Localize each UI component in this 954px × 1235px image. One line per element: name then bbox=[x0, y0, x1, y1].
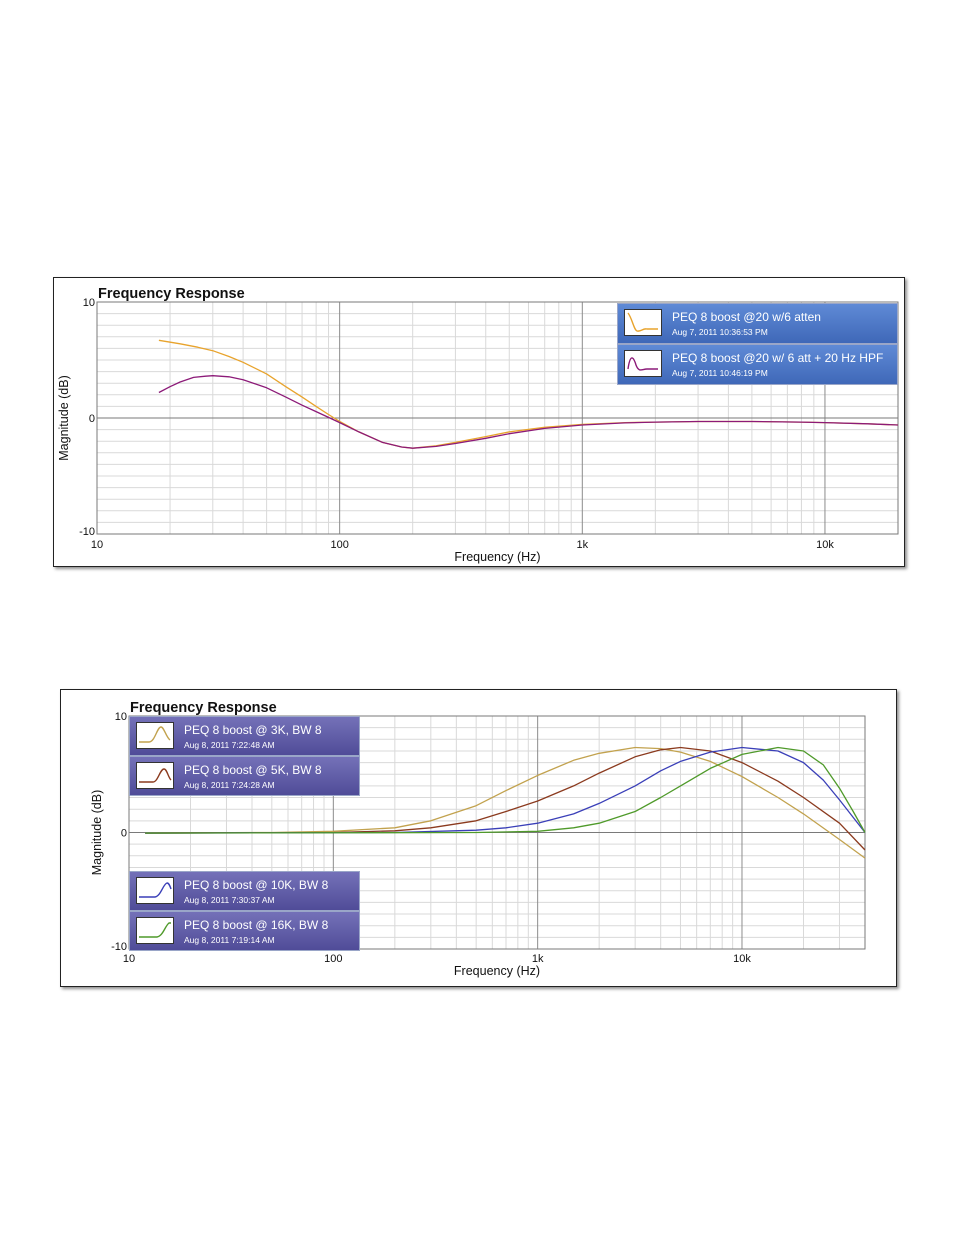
legend-series-date: Aug 8, 2011 7:22:48 AM bbox=[184, 740, 275, 750]
legend-series-date: Aug 8, 2011 7:30:37 AM bbox=[184, 895, 275, 905]
legend-series-date: Aug 7, 2011 10:36:53 PM bbox=[672, 327, 768, 337]
x-tick-label: 10k bbox=[733, 953, 751, 965]
x-tick-label: 10k bbox=[816, 539, 834, 551]
series-line-4 bbox=[145, 746, 866, 834]
legend-series-name: PEQ 8 boost @20 w/ 6 att + 20 Hz HPF bbox=[672, 351, 884, 365]
curve-thumbnail-icon bbox=[136, 722, 174, 749]
y-axis-label: Magnitude (dB) bbox=[90, 790, 104, 875]
frequency-response-panel-1: Frequency Response 10 0 -10 10 100 1k 10k Freque… bbox=[53, 277, 905, 567]
legend-entry-1-2[interactable]: PEQ 8 boost @20 w/ 6 att + 20 Hz HPF Aug… bbox=[617, 344, 898, 385]
y-tick-label: -10 bbox=[111, 941, 127, 953]
legend-series-name: PEQ 8 boost @ 10K, BW 8 bbox=[184, 878, 329, 892]
series-line-2 bbox=[145, 746, 866, 851]
legend-entry-2-3[interactable]: PEQ 8 boost @ 10K, BW 8 Aug 8, 2011 7:30… bbox=[129, 871, 360, 911]
legend-entry-2-1[interactable]: PEQ 8 boost @ 3K, BW 8 Aug 8, 2011 7:22:… bbox=[129, 716, 360, 756]
x-tick-label: 10 bbox=[91, 539, 103, 551]
series-line-2 bbox=[158, 375, 899, 449]
x-tick-label: 1k bbox=[532, 953, 544, 965]
y-tick-label: -10 bbox=[79, 526, 95, 538]
legend-series-name: PEQ 8 boost @20 w/6 atten bbox=[672, 310, 821, 324]
y-tick-label: 10 bbox=[115, 711, 127, 723]
y-tick-label: 10 bbox=[83, 297, 95, 309]
frequency-response-panel-2: Frequency Response 10 0 -10 10 100 1k 10k Freque… bbox=[60, 689, 897, 987]
curve-thumbnail-icon bbox=[136, 877, 174, 904]
x-axis-label: Frequency (Hz) bbox=[454, 550, 540, 564]
legend-series-date: Aug 8, 2011 7:24:28 AM bbox=[184, 780, 275, 790]
legend-series-name: PEQ 8 boost @ 16K, BW 8 bbox=[184, 918, 329, 932]
legend-entry-1-1[interactable]: PEQ 8 boost @20 w/6 atten Aug 7, 2011 10… bbox=[617, 303, 898, 344]
curve-thumbnail-icon bbox=[136, 762, 174, 789]
x-tick-label: 10 bbox=[123, 953, 135, 965]
legend-series-name: PEQ 8 boost @ 3K, BW 8 bbox=[184, 723, 322, 737]
legend-series-name: PEQ 8 boost @ 5K, BW 8 bbox=[184, 763, 322, 777]
legend-entry-2-2[interactable]: PEQ 8 boost @ 5K, BW 8 Aug 8, 2011 7:24:… bbox=[129, 756, 360, 796]
plot-frame bbox=[96, 301, 899, 535]
x-tick-label: 100 bbox=[330, 539, 348, 551]
x-axis-label: Frequency (Hz) bbox=[454, 964, 540, 978]
x-tick-label: 1k bbox=[576, 539, 588, 551]
y-axis-label: Magnitude (dB) bbox=[57, 375, 71, 460]
y-tick-label: 0 bbox=[89, 413, 95, 425]
curve-thumbnail-icon bbox=[624, 309, 662, 336]
chart-title: Frequency Response bbox=[130, 700, 277, 716]
x-tick-label: 100 bbox=[324, 953, 342, 965]
chart-title: Frequency Response bbox=[98, 286, 245, 302]
series-line-1 bbox=[145, 746, 866, 859]
legend-series-date: Aug 7, 2011 10:46:19 PM bbox=[672, 368, 768, 378]
curve-thumbnail-icon bbox=[136, 917, 174, 944]
legend-entry-2-4[interactable]: PEQ 8 boost @ 16K, BW 8 Aug 8, 2011 7:19… bbox=[129, 911, 360, 951]
series-line-3 bbox=[145, 746, 866, 834]
curve-thumbnail-icon bbox=[624, 350, 662, 377]
y-tick-label: 0 bbox=[121, 828, 127, 840]
legend-series-date: Aug 8, 2011 7:19:14 AM bbox=[184, 935, 275, 945]
